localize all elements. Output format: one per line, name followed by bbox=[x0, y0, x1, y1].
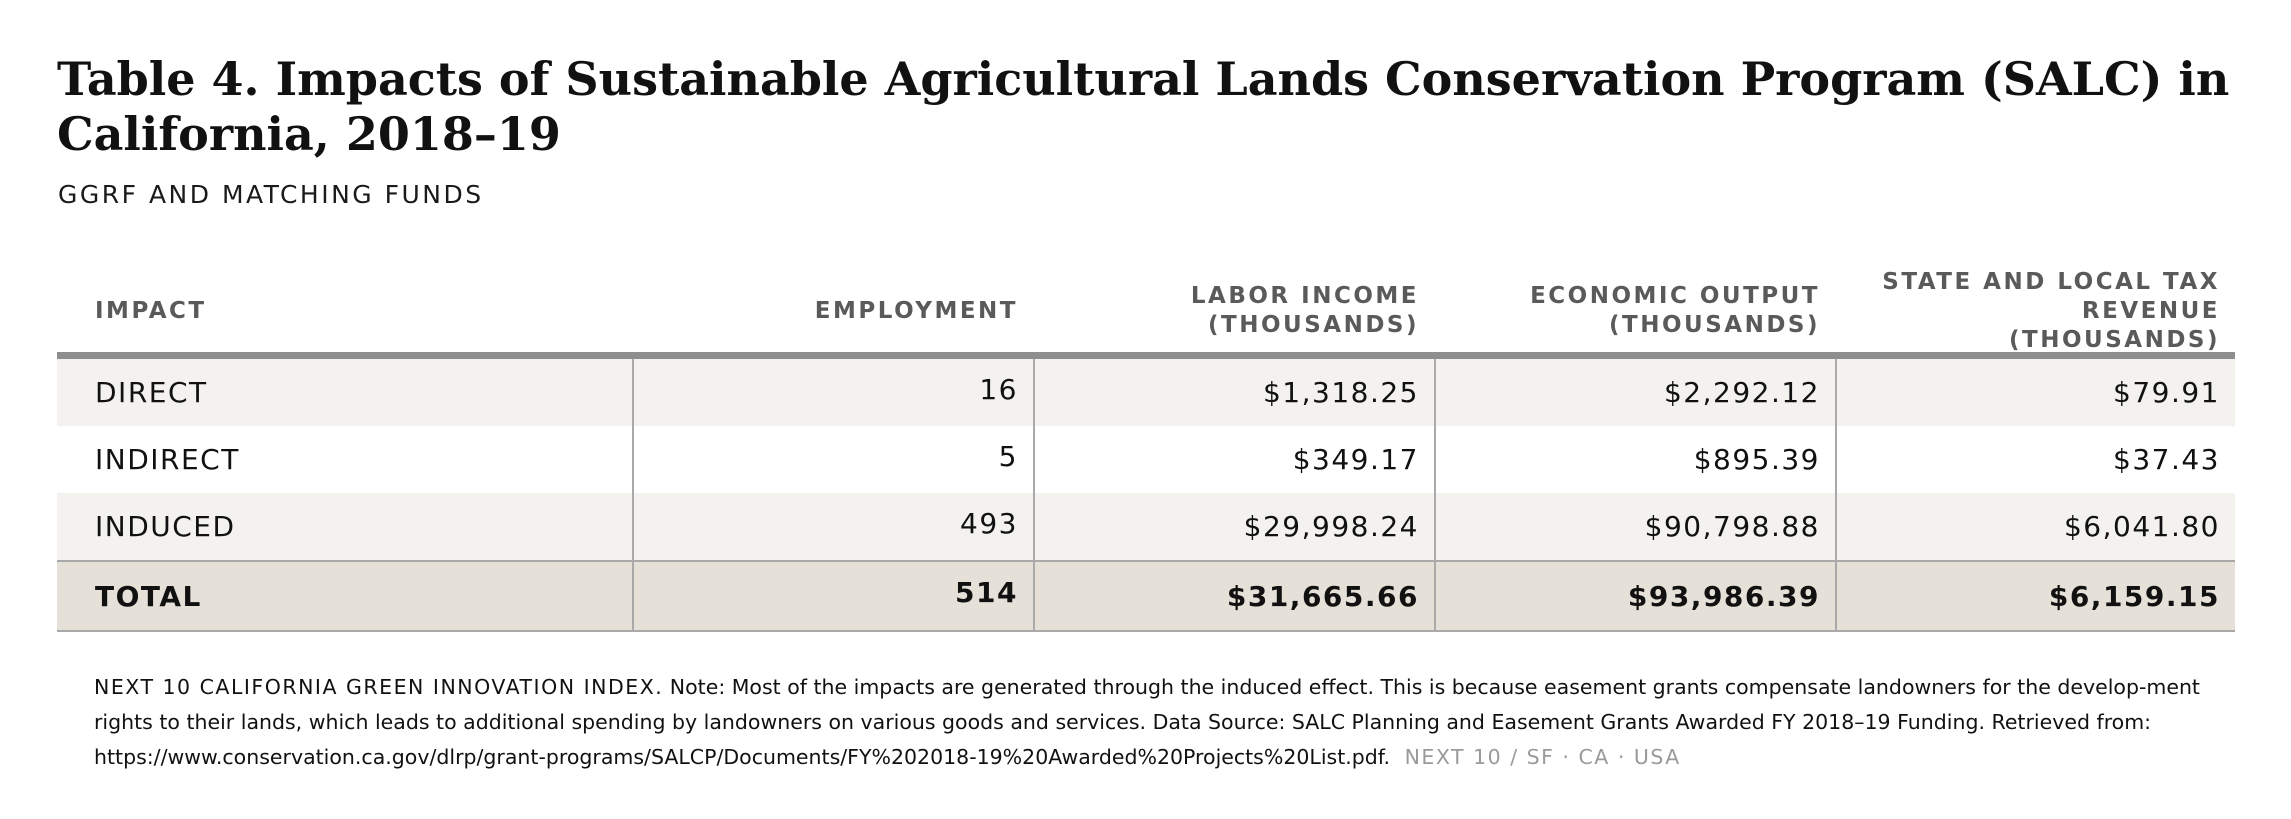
total-tax-revenue-cell: $6,159.15 bbox=[1835, 562, 2235, 630]
economic-output-cell: $2,292.12 bbox=[1434, 359, 1835, 426]
column-header-impact: IMPACT bbox=[95, 297, 207, 324]
table-footnote: NEXT 10 CALIFORNIA GREEN INNOVATION INDE… bbox=[94, 670, 2214, 775]
employment-cell: 16 bbox=[632, 359, 1033, 426]
impact-cell: DIRECT bbox=[95, 376, 208, 409]
economic-output-cell: $90,798.88 bbox=[1434, 493, 1835, 560]
labor-income-cell: $349.17 bbox=[1033, 426, 1434, 493]
footnote-brand: NEXT 10 / SF · CA · USA bbox=[1404, 745, 1681, 769]
labor-income-cell: $1,318.25 bbox=[1033, 359, 1434, 426]
total-employment-cell: 514 bbox=[632, 562, 1033, 630]
page-subtitle: GGRF AND MATCHING FUNDS bbox=[58, 180, 484, 209]
table-row: INDIRECT 5 $349.17 $895.39 $37.43 bbox=[57, 426, 2235, 493]
column-header-economic-output: ECONOMIC OUTPUT (THOUSANDS) bbox=[1530, 283, 1820, 338]
table-row: DIRECT 16 $1,318.25 $2,292.12 $79.91 bbox=[57, 359, 2235, 426]
tax-revenue-cell: $37.43 bbox=[1835, 426, 2235, 493]
total-labor-income-cell: $31,665.66 bbox=[1033, 562, 1434, 630]
column-header-labor-income: LABOR INCOME (THOUSANDS) bbox=[1190, 283, 1419, 338]
impact-cell: INDIRECT bbox=[95, 443, 240, 476]
tax-revenue-cell: $6,041.80 bbox=[1835, 493, 2235, 560]
employment-cell: 493 bbox=[632, 493, 1033, 560]
impact-cell: INDUCED bbox=[95, 510, 236, 543]
employment-cell: 5 bbox=[632, 426, 1033, 493]
economic-output-cell: $895.39 bbox=[1434, 426, 1835, 493]
table-total-row: TOTAL 514 $31,665.66 $93,986.39 $6,159.1… bbox=[57, 560, 2235, 632]
table-header-row: IMPACT EMPLOYMENT LABOR INCOME (THOUSAND… bbox=[57, 268, 2235, 359]
page-title: Table 4. Impacts of Sustainable Agricult… bbox=[57, 52, 2230, 161]
table-row: INDUCED 493 $29,998.24 $90,798.88 $6,041… bbox=[57, 493, 2235, 560]
column-header-employment: EMPLOYMENT bbox=[814, 297, 1018, 324]
labor-income-cell: $29,998.24 bbox=[1033, 493, 1434, 560]
total-economic-output-cell: $93,986.39 bbox=[1434, 562, 1835, 630]
impacts-table: IMPACT EMPLOYMENT LABOR INCOME (THOUSAND… bbox=[57, 268, 2235, 632]
tax-revenue-cell: $79.91 bbox=[1835, 359, 2235, 426]
footnote-source-label: NEXT 10 CALIFORNIA GREEN INNOVATION INDE… bbox=[94, 675, 664, 699]
footnote-text: Note: Most of the impacts are generated … bbox=[94, 675, 2200, 769]
column-header-tax-revenue: STATE AND LOCAL TAX REVENUE (THOUSANDS) bbox=[1882, 268, 2220, 353]
total-label-cell: TOTAL bbox=[95, 579, 202, 613]
